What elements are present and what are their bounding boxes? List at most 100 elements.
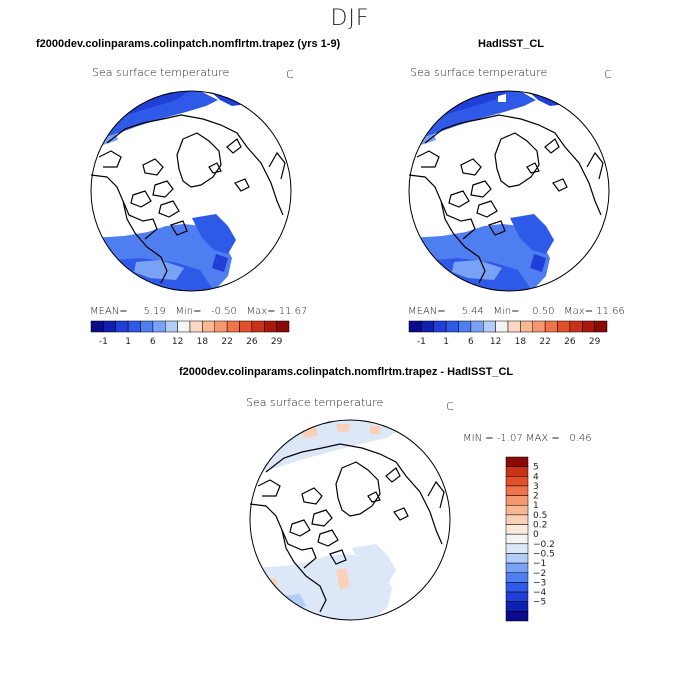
diff-colorbar-tick: −3	[533, 578, 546, 588]
panel-2-map	[408, 90, 610, 292]
diff-stats: MIN = -1.07 MAX = 0.46	[463, 433, 592, 444]
panel-2-colorbar-swatch	[594, 320, 608, 333]
diff-min-label: MIN =	[463, 433, 494, 444]
diff-panel-title: f2000dev.colinparams.colinpatch.nomflrtm…	[179, 366, 514, 378]
diff-max-label: MAX =	[525, 433, 560, 444]
panel-1-map	[90, 90, 292, 292]
panel-1-title: f2000dev.colinparams.colinpatch.nomflrtm…	[36, 38, 341, 50]
panel-2-colorbar-tick: 6	[468, 337, 474, 347]
diff-colorbar-swatch	[505, 466, 529, 477]
panel-2-mean-label: MEAN=	[408, 306, 446, 317]
panel-1-colorbar-swatch	[115, 320, 129, 333]
panel-2-colorbar-swatch	[483, 320, 496, 333]
diff-colorbar-tick: −4	[533, 588, 547, 598]
diff-colorbar-swatch	[505, 582, 529, 593]
panel-2-colorbar-swatch	[544, 320, 558, 333]
main-title: DJF	[330, 6, 370, 31]
diff-colorbar-tick: 0	[533, 530, 539, 540]
diff-colorbar-swatch	[505, 562, 529, 574]
diff-colorbar-tick: −2	[533, 569, 546, 579]
panel-2-title: HadISST_CL	[478, 38, 545, 50]
diff-colorbar-swatch	[505, 524, 529, 535]
diff-colorbar-tick: −1	[533, 559, 546, 569]
panel-1-max-label: Max=	[246, 306, 276, 317]
diff-colorbar-swatch	[505, 504, 529, 516]
diff-colorbar-swatch	[505, 611, 529, 622]
diff-colorbar-tick: 1	[533, 501, 539, 511]
panel-1-min: -0.50	[211, 306, 237, 317]
diff-map	[249, 419, 451, 621]
panel-1-colorbar-tick: 6	[150, 337, 156, 347]
panel-2-colorbar-swatch	[445, 320, 459, 333]
panel-1-colorbar-swatch	[276, 320, 290, 333]
panel-2-colorbar-tick: 1	[443, 337, 449, 347]
panel-1-colorbar-swatch	[214, 320, 228, 333]
panel-2-stats: MEAN= 5.44 Min= 0.50 Max= 11.66	[408, 306, 625, 317]
diff-colorbar-swatch	[505, 514, 529, 525]
panel-2-min: 0.50	[532, 306, 555, 317]
panel-2-colorbar-tick: -1	[417, 337, 426, 347]
diff-colorbar-tick: 4	[533, 472, 539, 482]
diff-colorbar-swatch	[505, 543, 529, 554]
diff-colorbar-tick: 5	[533, 463, 539, 473]
panel-1-colorbar-swatch	[251, 320, 265, 333]
panel-2-colorbar-swatch	[582, 320, 595, 333]
panel-2-colorbar-swatch	[557, 320, 571, 333]
panel-2-units: C	[604, 68, 612, 81]
panel-2-colorbar: -1 1 6 12 18 22 26 29	[408, 320, 608, 347]
panel-1-mean: 5.19	[143, 306, 166, 317]
panel-1-colorbar-tick: 26	[246, 337, 258, 347]
diff-colorbar-tick: 3	[533, 482, 539, 492]
panel-1-colorbar-tick: 18	[197, 337, 209, 347]
panel-2-colorbar-swatch	[470, 320, 484, 333]
diff-colorbar-swatch	[505, 495, 529, 506]
panel-2-colorbar-tick: 29	[589, 337, 601, 347]
panel-1-colorbar-tick: 12	[172, 337, 183, 347]
panel-2-max-label: Max=	[564, 306, 594, 317]
diff-colorbar-tick: 2	[533, 492, 539, 502]
diff-colorbar-tick: −0.2	[533, 540, 555, 550]
panel-1-colorbar-tick: 29	[271, 337, 283, 347]
panel-1-colorbar-swatch	[90, 320, 104, 333]
panel-2-colorbar-swatch	[569, 320, 583, 333]
diff-colorbar-swatch	[505, 591, 529, 602]
diff-colorbar-tick: −5	[533, 598, 546, 608]
panel-2-max: 11.66	[596, 306, 625, 317]
panel-2-colorbar-tick: 26	[564, 337, 576, 347]
panel-1-max: 11.67	[278, 306, 308, 317]
panel-1-colorbar-swatch	[165, 320, 178, 333]
panel-1-units: C	[286, 68, 294, 81]
diff-colorbar-swatch	[505, 553, 529, 564]
diff-max: 0.46	[569, 433, 592, 444]
panel-1-colorbar-swatch	[189, 320, 203, 333]
panel-2-colorbar-swatch	[433, 320, 447, 333]
panel-1-colorbar: -1 1 6 12 18 22 26 29	[90, 320, 290, 347]
panel-2-colorbar-swatch	[520, 320, 533, 333]
panel-2-colorbar-swatch	[495, 320, 509, 333]
panel-2-colorbar-swatch	[507, 320, 521, 333]
panel-2-colorbar-tick: 22	[539, 337, 550, 347]
panel-2-map-border	[408, 90, 610, 292]
panel-1-stats: MEAN= 5.19 Min= -0.50 Max= 11.67	[90, 306, 307, 317]
panel-1-subtitle: Sea surface temperature	[92, 66, 230, 79]
panel-1-colorbar-swatch	[264, 320, 277, 333]
panel-2-colorbar-swatch	[458, 320, 472, 333]
panel-2-colorbar-tick: 18	[515, 337, 527, 347]
panel-2-colorbar-swatch	[532, 320, 546, 333]
panel-1-mean-label: MEAN=	[90, 306, 128, 317]
diff-colorbar-swatch	[505, 456, 529, 467]
panel-1-colorbar-swatch	[177, 320, 191, 333]
panel-1-colorbar-swatch	[152, 320, 166, 333]
panel-2-colorbar-swatch	[408, 320, 422, 333]
panel-2-mean: 5.44	[461, 306, 484, 317]
panel-1-colorbar-swatch	[226, 320, 240, 333]
diff-colorbar-tick: 0.2	[533, 521, 547, 531]
diff-colorbar-tick: −0.5	[533, 549, 555, 559]
panel-1-colorbar-tick: 1	[125, 337, 131, 347]
diff-colorbar-swatch	[505, 601, 529, 612]
diff-colorbar-swatch	[505, 572, 529, 583]
diff-colorbar-swatch	[505, 476, 529, 487]
panel-1-colorbar-swatch	[127, 320, 141, 333]
